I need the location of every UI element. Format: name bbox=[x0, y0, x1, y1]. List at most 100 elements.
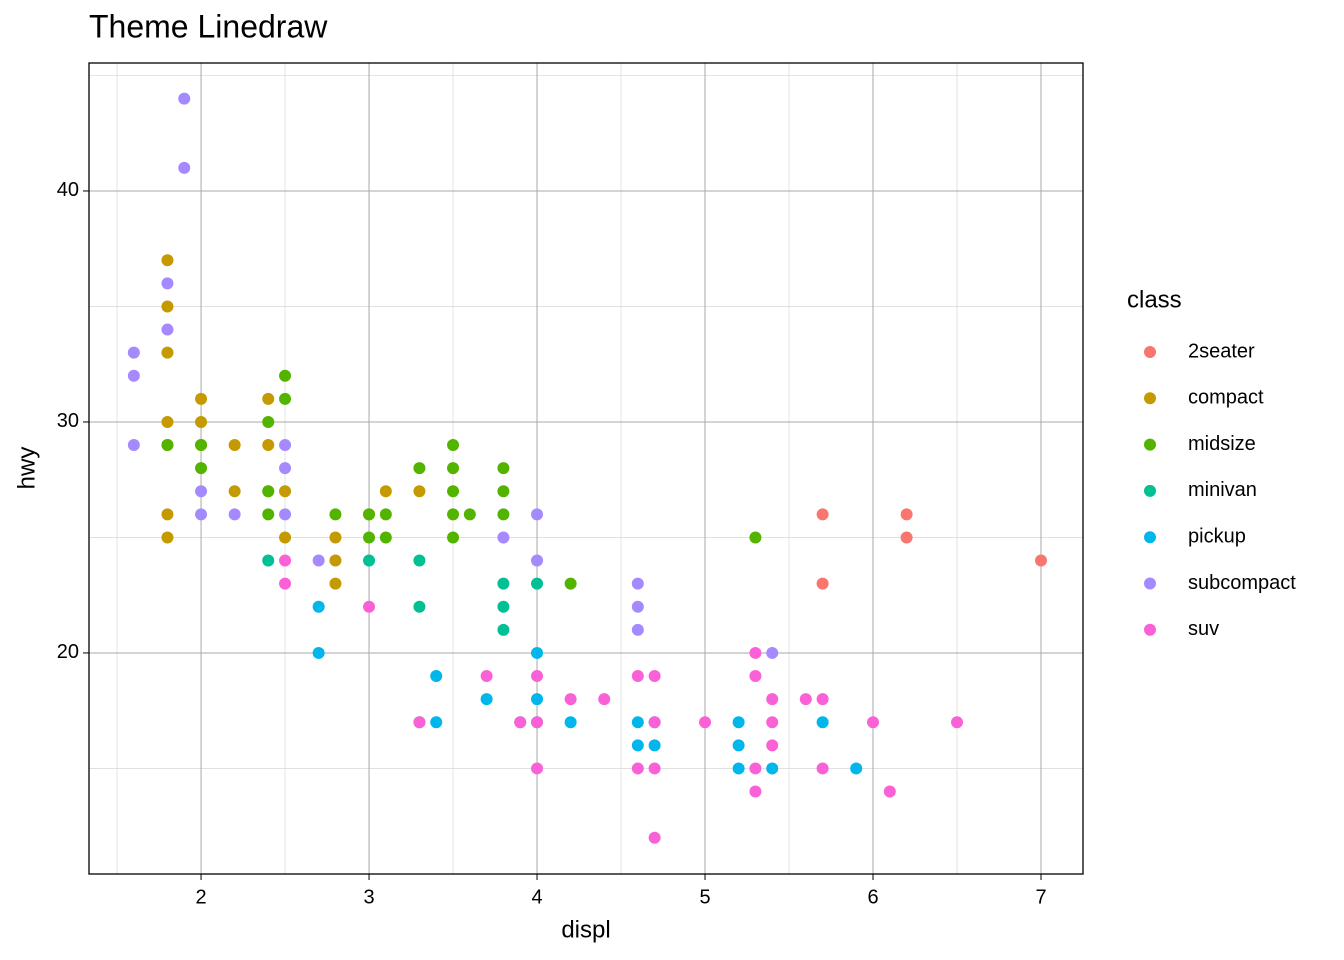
point bbox=[161, 323, 174, 336]
point bbox=[228, 439, 241, 452]
point bbox=[195, 392, 208, 405]
point bbox=[749, 762, 762, 775]
point bbox=[531, 762, 544, 775]
point bbox=[900, 508, 913, 521]
point bbox=[413, 600, 426, 613]
legend-key bbox=[1144, 577, 1156, 590]
point bbox=[363, 508, 376, 521]
point bbox=[531, 670, 544, 683]
point bbox=[497, 485, 510, 498]
point bbox=[631, 577, 644, 590]
point bbox=[648, 762, 661, 775]
x-tick-label: 4 bbox=[531, 886, 542, 908]
point bbox=[497, 508, 510, 521]
point bbox=[413, 462, 426, 475]
point bbox=[816, 693, 829, 706]
point bbox=[262, 392, 275, 405]
y-tick-label: 40 bbox=[57, 179, 79, 201]
point bbox=[749, 531, 762, 544]
point bbox=[161, 531, 174, 544]
point bbox=[262, 508, 275, 521]
point bbox=[816, 716, 829, 729]
point bbox=[648, 716, 661, 729]
panel-border bbox=[88, 62, 1084, 875]
legend-label: subcompact bbox=[1188, 572, 1296, 594]
point bbox=[447, 485, 460, 498]
point bbox=[531, 554, 544, 567]
point bbox=[1035, 554, 1048, 567]
x-tick-label: 6 bbox=[867, 886, 878, 908]
point bbox=[312, 646, 325, 659]
point bbox=[413, 485, 426, 498]
point bbox=[850, 762, 863, 775]
legend-key bbox=[1144, 346, 1156, 358]
point bbox=[648, 831, 661, 844]
point bbox=[732, 762, 745, 775]
legend-label: pickup bbox=[1188, 525, 1246, 547]
point bbox=[279, 462, 292, 475]
y-tick-label: 20 bbox=[57, 641, 79, 663]
y-axis-title: hwy bbox=[13, 447, 40, 490]
point bbox=[648, 670, 661, 683]
point bbox=[480, 670, 493, 683]
point bbox=[413, 716, 426, 729]
legend-title: class bbox=[1127, 286, 1182, 313]
point bbox=[531, 693, 544, 706]
point bbox=[262, 415, 275, 428]
point bbox=[631, 739, 644, 752]
point bbox=[312, 600, 325, 613]
point bbox=[883, 785, 896, 798]
point bbox=[161, 346, 174, 359]
point bbox=[127, 346, 140, 359]
point bbox=[161, 508, 174, 521]
point bbox=[262, 439, 275, 452]
point bbox=[816, 577, 829, 590]
point bbox=[262, 554, 275, 567]
point bbox=[531, 716, 544, 729]
point bbox=[178, 92, 191, 105]
point bbox=[329, 554, 342, 567]
point bbox=[262, 485, 275, 498]
legend-key bbox=[1144, 392, 1156, 405]
legend-label: midsize bbox=[1188, 433, 1256, 455]
point bbox=[279, 531, 292, 544]
point bbox=[279, 369, 292, 382]
point bbox=[363, 600, 376, 613]
x-axis-title: displ bbox=[561, 916, 610, 943]
point bbox=[447, 439, 460, 452]
point bbox=[766, 646, 779, 659]
point bbox=[497, 577, 510, 590]
point bbox=[631, 600, 644, 613]
point bbox=[379, 531, 392, 544]
point bbox=[329, 577, 342, 590]
point bbox=[279, 508, 292, 521]
point bbox=[228, 508, 241, 521]
point bbox=[447, 531, 460, 544]
legend-key bbox=[1144, 623, 1156, 636]
legend-label: minivan bbox=[1188, 479, 1257, 501]
point bbox=[279, 577, 292, 590]
point bbox=[951, 716, 964, 729]
point bbox=[531, 508, 544, 521]
point bbox=[127, 369, 140, 382]
point bbox=[564, 693, 577, 706]
point bbox=[430, 716, 443, 729]
point bbox=[430, 670, 443, 683]
point bbox=[531, 577, 544, 590]
point bbox=[195, 439, 208, 452]
point bbox=[463, 508, 476, 521]
point bbox=[749, 646, 762, 659]
point bbox=[480, 693, 493, 706]
point bbox=[766, 716, 779, 729]
point bbox=[749, 670, 762, 683]
point bbox=[379, 508, 392, 521]
point bbox=[699, 716, 712, 729]
point bbox=[195, 462, 208, 475]
point bbox=[329, 508, 342, 521]
point bbox=[161, 277, 174, 290]
point bbox=[766, 693, 779, 706]
point bbox=[497, 623, 510, 636]
point bbox=[312, 554, 325, 567]
point bbox=[816, 508, 829, 521]
point bbox=[732, 739, 745, 752]
